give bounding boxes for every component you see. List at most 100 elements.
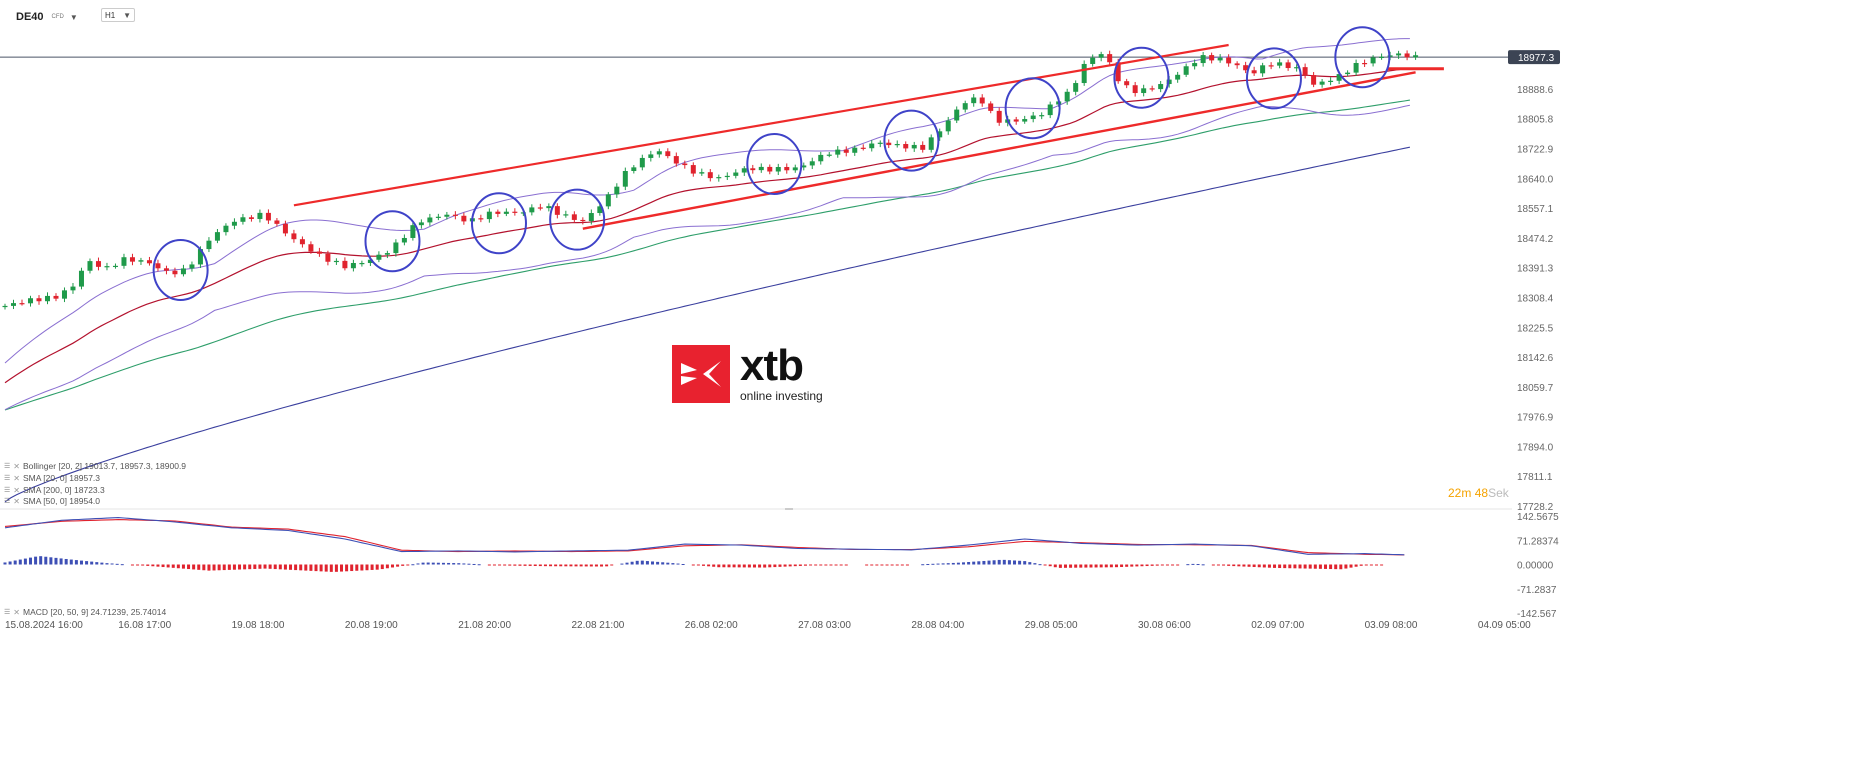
candle-body[interactable] [112,265,118,268]
candle-body[interactable] [826,154,832,156]
candle-body[interactable] [622,171,628,187]
candle-body[interactable] [1319,81,1325,85]
close-icon[interactable]: ✕ [13,485,20,495]
candle-body[interactable] [920,144,926,150]
candle-body[interactable] [274,220,280,224]
candle-body[interactable] [758,166,764,171]
candle-body[interactable] [1022,119,1028,122]
candle-body[interactable] [1039,115,1045,117]
candle-body[interactable] [61,290,67,299]
candle-body[interactable] [376,254,382,260]
candle-body[interactable] [44,295,50,302]
candle-body[interactable] [1285,62,1291,69]
candle-body[interactable] [792,167,798,171]
candle-body[interactable] [682,163,688,166]
candle-body[interactable] [410,225,416,238]
candle-body[interactable] [146,260,152,264]
candle-body[interactable] [724,175,730,178]
candle-body[interactable] [70,286,76,291]
menu-icon[interactable]: ☰ [4,463,11,470]
candle-body[interactable] [1030,115,1036,120]
candle-body[interactable] [36,298,42,302]
candle-body[interactable] [163,268,169,271]
candle-body[interactable] [741,168,747,173]
macd-legend-item[interactable]: ☰ ✕ MACD [20, 50, 9] 24.71239, 25.74014 [4,607,166,617]
candle-body[interactable] [928,137,934,150]
candle-body[interactable] [138,260,144,262]
candle-body[interactable] [1345,72,1351,75]
candle-body[interactable] [1226,57,1232,64]
candle-body[interactable] [189,264,195,269]
candle-body[interactable] [359,262,365,265]
candle-body[interactable] [231,221,237,226]
candle-body[interactable] [1294,67,1300,69]
menu-icon[interactable]: ☰ [4,609,11,616]
candle-body[interactable] [996,110,1002,123]
candle-body[interactable] [53,295,59,299]
candle-body[interactable] [571,214,577,220]
candle-body[interactable] [775,167,781,172]
candle-body[interactable] [1362,62,1368,65]
highlight-circle[interactable] [364,210,421,273]
candle-body[interactable] [716,177,722,179]
candle-body[interactable] [945,120,951,132]
candle-body[interactable] [809,161,815,166]
candle-body[interactable] [206,240,212,250]
candle-body[interactable] [342,260,348,269]
chevron-down-icon[interactable]: ▼ [123,10,131,20]
candle-body[interactable] [435,216,441,218]
candle-body[interactable] [121,257,127,266]
candle-body[interactable] [750,168,756,171]
candle-body[interactable] [707,172,713,179]
candle-body[interactable] [1158,84,1164,90]
candle-body[interactable] [733,172,739,176]
indicator-legend-item[interactable]: ☰ ✕ SMA [20, 0] 18957.3 [4,473,100,483]
candle-body[interactable] [954,109,960,121]
candle-body[interactable] [1081,63,1087,84]
candle-body[interactable] [19,303,25,305]
menu-icon[interactable]: ☰ [4,475,11,482]
candle-body[interactable] [631,167,637,172]
candle-body[interactable] [1090,57,1096,64]
candle-body[interactable] [1277,62,1283,66]
candle-body[interactable] [495,211,501,214]
candle-body[interactable] [240,217,246,222]
candle-body[interactable] [333,260,339,263]
candle-body[interactable] [291,233,297,240]
candle-body[interactable] [2,305,8,308]
candle-body[interactable] [665,151,671,157]
candle-body[interactable] [639,157,645,168]
candle-body[interactable] [1243,65,1249,71]
candle-body[interactable] [1379,56,1385,58]
candle-body[interactable] [308,244,314,252]
candle-body[interactable] [265,212,271,221]
symbol-selector[interactable]: DE40 CFD ▼ [16,8,78,26]
candle-body[interactable] [546,206,552,209]
highlight-circle[interactable] [549,188,606,251]
candle-body[interactable] [1183,66,1189,75]
candle-body[interactable] [1073,83,1079,92]
indicator-legend-item[interactable]: ☰ ✕ Bollinger [20, 2] 19013.7, 18957.3, 1… [4,461,186,471]
candle-body[interactable] [444,214,450,217]
candle-body[interactable] [486,211,492,220]
candle-body[interactable] [818,154,824,162]
candle-body[interactable] [1251,70,1257,74]
candle-body[interactable] [843,149,849,153]
candle-body[interactable] [401,237,407,243]
candle-body[interactable] [393,242,399,254]
close-icon[interactable]: ✕ [13,461,20,471]
highlight-circle[interactable] [470,192,527,255]
candle-body[interactable] [452,214,458,216]
candle-body[interactable] [767,166,773,172]
candle-body[interactable] [801,165,807,168]
candle-body[interactable] [614,186,620,195]
candle-body[interactable] [1370,57,1376,64]
close-icon[interactable]: ✕ [13,473,20,483]
candle-body[interactable] [1115,62,1121,82]
candle-body[interactable] [529,207,535,213]
candle-body[interactable] [690,165,696,174]
candle-body[interactable] [520,212,526,214]
candle-body[interactable] [1268,65,1274,67]
candle-body[interactable] [563,214,569,216]
